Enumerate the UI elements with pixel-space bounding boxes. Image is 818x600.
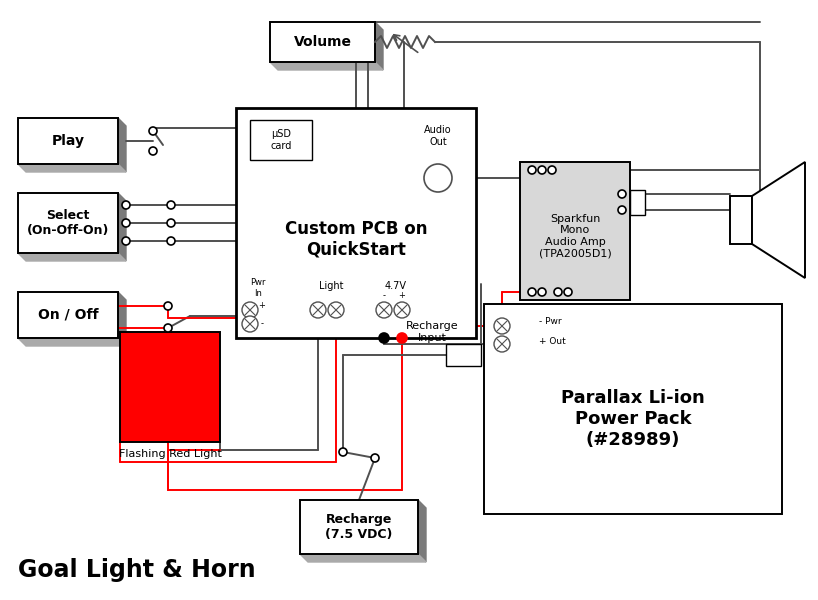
Circle shape: [494, 336, 510, 352]
Text: Goal Light & Horn: Goal Light & Horn: [18, 558, 255, 582]
Text: Flashing Red Light: Flashing Red Light: [119, 449, 222, 459]
Polygon shape: [18, 164, 126, 172]
Circle shape: [397, 333, 407, 343]
Circle shape: [528, 288, 536, 296]
Bar: [18, 193, 118, 253]
Circle shape: [424, 164, 452, 192]
Polygon shape: [18, 253, 126, 261]
Circle shape: [371, 454, 379, 462]
Polygon shape: [752, 162, 805, 278]
Circle shape: [149, 147, 157, 155]
Text: -: -: [260, 319, 263, 329]
Circle shape: [122, 237, 130, 245]
Polygon shape: [118, 118, 126, 172]
Circle shape: [328, 302, 344, 318]
Bar: [270, 22, 375, 62]
Circle shape: [242, 316, 258, 332]
Text: μSD
card: μSD card: [270, 129, 292, 151]
Text: Custom PCB on
QuickStart: Custom PCB on QuickStart: [285, 220, 427, 259]
Circle shape: [310, 302, 326, 318]
Bar: [630, 190, 645, 215]
Text: Light: Light: [319, 281, 344, 291]
Bar: [300, 500, 418, 554]
Text: Recharge
(7.5 VDC): Recharge (7.5 VDC): [326, 513, 393, 541]
Circle shape: [167, 219, 175, 227]
Text: Pwr
In: Pwr In: [250, 278, 266, 298]
Circle shape: [538, 288, 546, 296]
Bar: [484, 304, 782, 514]
Text: Audio
Out: Audio Out: [425, 125, 452, 147]
Text: + Out: + Out: [539, 337, 566, 346]
Text: On / Off: On / Off: [38, 308, 98, 322]
Circle shape: [618, 206, 626, 214]
Circle shape: [538, 166, 546, 174]
Polygon shape: [375, 22, 383, 70]
Circle shape: [149, 127, 157, 135]
Text: - Pwr: - Pwr: [539, 317, 562, 326]
Circle shape: [494, 318, 510, 334]
Circle shape: [167, 201, 175, 209]
Circle shape: [122, 219, 130, 227]
Text: 4.7V: 4.7V: [385, 281, 407, 291]
Polygon shape: [418, 500, 426, 562]
Circle shape: [528, 166, 536, 174]
Circle shape: [164, 324, 172, 332]
Text: +: +: [398, 292, 406, 301]
Circle shape: [379, 333, 389, 343]
Text: Sparkfun
Mono
Audio Amp
(TPA2005D1): Sparkfun Mono Audio Amp (TPA2005D1): [538, 214, 611, 259]
Polygon shape: [300, 554, 426, 562]
Polygon shape: [270, 62, 383, 70]
Circle shape: [164, 302, 172, 310]
Polygon shape: [118, 193, 126, 261]
Circle shape: [548, 166, 556, 174]
Polygon shape: [118, 292, 126, 346]
Circle shape: [167, 237, 175, 245]
Text: Select
(On-Off-On): Select (On-Off-On): [27, 209, 109, 237]
Bar: [236, 108, 476, 338]
Text: Play: Play: [52, 134, 84, 148]
Text: Volume: Volume: [294, 35, 352, 49]
Circle shape: [564, 288, 572, 296]
Circle shape: [339, 448, 347, 456]
Bar: [520, 162, 630, 300]
Circle shape: [394, 302, 410, 318]
Text: -: -: [383, 292, 385, 301]
Circle shape: [618, 190, 626, 198]
Bar: [730, 196, 752, 244]
Circle shape: [554, 288, 562, 296]
Text: Recharge
Input: Recharge Input: [406, 321, 458, 343]
Text: +: +: [258, 301, 265, 311]
Polygon shape: [18, 338, 126, 346]
Circle shape: [242, 302, 258, 318]
Bar: [446, 344, 481, 366]
Bar: [18, 118, 118, 164]
Bar: [120, 332, 220, 442]
Text: Parallax Li-ion
Power Pack
(#28989): Parallax Li-ion Power Pack (#28989): [561, 389, 705, 449]
Bar: [18, 292, 118, 338]
Circle shape: [376, 302, 392, 318]
Bar: [250, 120, 312, 160]
Circle shape: [122, 201, 130, 209]
